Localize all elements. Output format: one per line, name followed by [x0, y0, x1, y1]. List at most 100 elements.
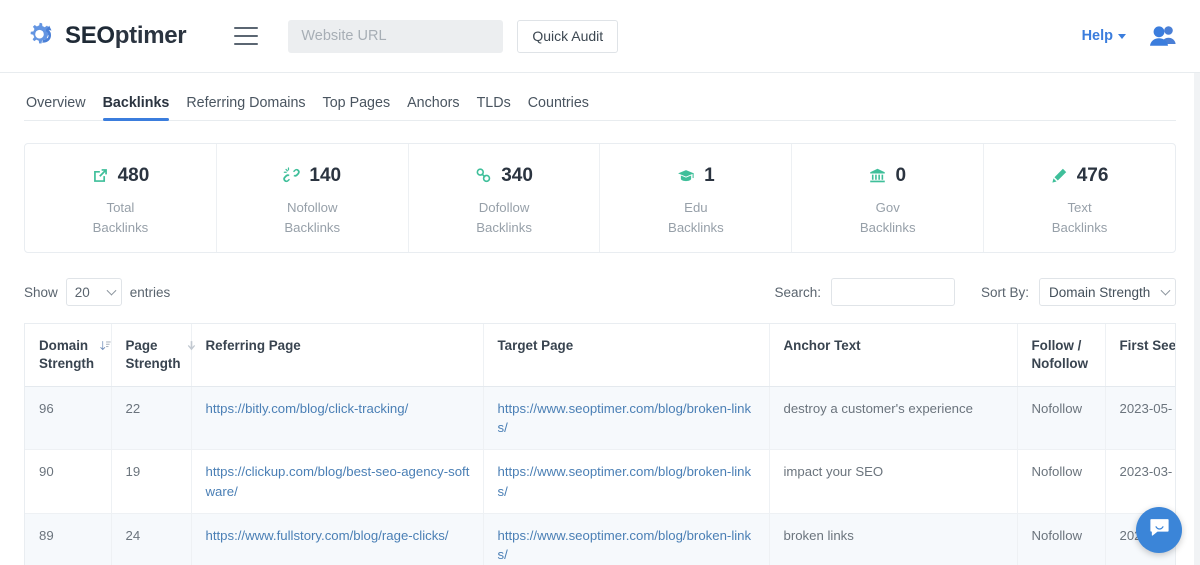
stat-value: 140: [309, 164, 342, 186]
table-row[interactable]: 89 24 https://www.fullstory.com/blog/rag…: [25, 513, 1175, 565]
stat-card-text-backlinks: 476 Text Backlinks: [984, 144, 1175, 252]
stat-top: 480: [92, 163, 150, 189]
cell-domain-strength: 96: [25, 386, 112, 451]
column-header-domain-strength[interactable]: Domain Strength: [25, 324, 112, 388]
help-label: Help: [1081, 28, 1113, 44]
cell-target-page[interactable]: https://www.seoptimer.com/blog/broken-li…: [483, 513, 770, 565]
referring-page-link[interactable]: https://clickup.com/blog/best-seo-agency…: [205, 464, 470, 499]
column-header-referring-page[interactable]: Referring Page: [191, 324, 484, 388]
table-body: 96 22 https://bitly.com/blog/click-track…: [25, 386, 1175, 565]
table-head: Domain Strength: [25, 324, 1176, 388]
hamburger-menu-icon[interactable]: [234, 27, 259, 45]
backlinks-table-container[interactable]: Domain Strength: [24, 323, 1176, 565]
hamburger-bar: [234, 27, 259, 30]
stat-top: 0: [869, 163, 906, 189]
cell-referring-page[interactable]: https://www.fullstory.com/blog/rage-clic…: [191, 513, 484, 565]
column-header-anchor-text[interactable]: Anchor Text: [769, 324, 1018, 388]
entries-select[interactable]: 20: [65, 278, 122, 306]
sort-amount-active-icon[interactable]: [100, 338, 111, 356]
cell-referring-page[interactable]: https://clickup.com/blog/best-seo-agency…: [191, 449, 484, 514]
stat-top: 140: [283, 163, 341, 189]
referring-page-link[interactable]: https://bitly.com/blog/click-tracking/: [205, 401, 409, 417]
entries-select-wrap: 20: [65, 278, 122, 306]
help-menu[interactable]: Help: [1082, 28, 1126, 44]
stat-card-nofollow-backlinks: 140 Nofollow Backlinks: [217, 144, 409, 252]
chat-bubble-icon: [1148, 516, 1171, 544]
users-avatar-icon[interactable]: [1148, 23, 1178, 49]
navbar-right: Help: [1082, 23, 1178, 49]
website-url-input[interactable]: [288, 19, 504, 53]
stat-label: Text Backlinks: [1052, 198, 1108, 238]
page-scrollbar[interactable]: [1194, 73, 1200, 565]
backlinks-table: Domain Strength: [25, 324, 1176, 565]
column-header-target-page[interactable]: Target Page: [483, 324, 770, 388]
tab-backlinks[interactable]: Backlinks: [102, 95, 169, 121]
cell-first-seen: 2023-05-: [1105, 386, 1175, 451]
quick-audit-button[interactable]: Quick Audit: [517, 19, 619, 53]
cell-target-page[interactable]: https://www.seoptimer.com/blog/broken-li…: [483, 449, 770, 514]
target-page-link[interactable]: https://www.seoptimer.com/blog/broken-li…: [497, 464, 752, 499]
backlink-stats-panel: 480 Total Backlinks: [24, 143, 1176, 253]
tab-anchors[interactable]: Anchors: [407, 95, 460, 111]
stat-label-line1: Text: [1067, 199, 1092, 215]
tab-top-pages[interactable]: Top Pages: [322, 95, 391, 111]
cell-target-page[interactable]: https://www.seoptimer.com/blog/broken-li…: [483, 386, 770, 451]
stat-value: 340: [501, 164, 533, 186]
header-line2: Strength: [39, 356, 95, 372]
sort-by-label: Sort By:: [980, 284, 1029, 300]
tab-referring-domains[interactable]: Referring Domains: [186, 95, 306, 111]
tab-countries[interactable]: Countries: [527, 95, 589, 111]
header-line1: First See: [1119, 338, 1176, 353]
cell-follow-nofollow: Nofollow: [1017, 386, 1106, 451]
stat-label: Dofollow Backlinks: [476, 198, 532, 238]
stat-label-line2: Backlinks: [668, 219, 724, 235]
sort-arrow-down-icon[interactable]: [187, 338, 196, 356]
cell-referring-page[interactable]: https://bitly.com/blog/click-tracking/: [191, 386, 484, 451]
stat-top: 476: [1051, 163, 1108, 189]
table-row[interactable]: 90 19 https://clickup.com/blog/best-seo-…: [25, 449, 1175, 514]
stat-label-line2: Backlinks: [476, 219, 532, 235]
stat-label: Nofollow Backlinks: [284, 198, 340, 238]
show-entries-group: Show 20 entries: [24, 278, 170, 306]
target-page-link[interactable]: https://www.seoptimer.com/blog/broken-li…: [497, 401, 752, 436]
stat-label-line1: Dofollow: [478, 199, 530, 215]
column-header-follow-nofollow[interactable]: Follow / Nofollow Nofollow: [1017, 324, 1106, 388]
stat-value: 480: [117, 164, 150, 186]
target-page-link[interactable]: https://www.seoptimer.com/blog/broken-li…: [497, 527, 752, 562]
header-line2: Nofollow: [1031, 356, 1089, 372]
column-header-page-strength[interactable]: Page Strength: [111, 324, 195, 388]
brand-name-ptimer: ptimer: [114, 22, 187, 49]
cell-first-seen: 2023-03-: [1105, 449, 1175, 514]
entries-label: entries: [129, 284, 171, 300]
sort-by-select[interactable]: Domain Strength: [1039, 278, 1176, 306]
brand[interactable]: SEOptimer: [24, 19, 187, 53]
broken-link-icon: [283, 167, 301, 184]
brand-name: SEOptimer: [65, 22, 187, 50]
stat-label-line2: Backlinks: [284, 219, 341, 235]
chat-widget-button[interactable]: [1136, 507, 1182, 553]
tab-overview[interactable]: Overview: [26, 95, 86, 111]
header-line1: Follow /: [1031, 338, 1082, 353]
pencil-icon: [1051, 167, 1068, 184]
stat-label: Edu Backlinks: [668, 198, 724, 238]
header-line1: Target Page: [497, 338, 574, 353]
header-line2: Strength: [125, 356, 181, 372]
top-navbar: SEOptimer Quick Audit Help: [0, 0, 1200, 73]
column-header-first-seen[interactable]: First See: [1105, 324, 1176, 388]
stat-label-line2: Backlinks: [92, 219, 149, 235]
referring-page-link[interactable]: https://www.fullstory.com/blog/rage-clic…: [205, 527, 449, 543]
stat-value: 1: [704, 164, 715, 186]
seoptimer-gear-logo-icon: [24, 19, 58, 53]
table-controls: Show 20 entries Search: Sort By: Domain …: [24, 275, 1176, 309]
search-input[interactable]: [830, 278, 955, 306]
cell-anchor-text: destroy a customer's experience: [769, 386, 1018, 451]
stat-label-line2: Backlinks: [859, 219, 916, 235]
graduation-cap-icon: [677, 167, 695, 184]
tab-tlds[interactable]: TLDs: [476, 95, 511, 111]
stat-top: 340: [475, 163, 533, 189]
table-row[interactable]: 96 22 https://bitly.com/blog/click-track…: [25, 386, 1175, 451]
bank-building-icon: [869, 167, 886, 184]
cell-domain-strength: 90: [25, 449, 112, 514]
header-line1: Domain: [39, 338, 89, 353]
stat-label-line1: Total: [106, 199, 135, 215]
